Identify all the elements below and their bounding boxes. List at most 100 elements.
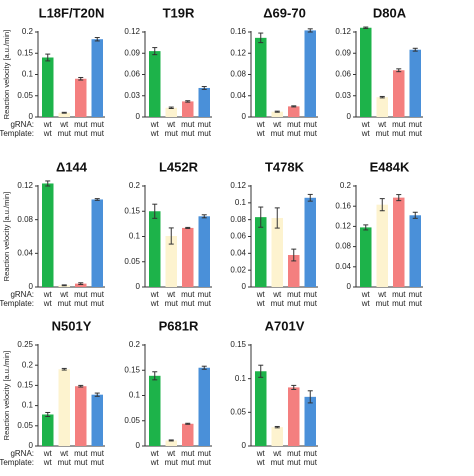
bar-mut-mut [182,227,194,287]
bar-mut-mut [91,199,103,287]
category-label-template: mut [287,299,301,308]
y-tick-label: 0.03 [124,91,140,100]
category-label-template: mut [271,299,285,308]
y-tick-label: 0.02 [230,265,246,274]
bar-wt-wt [149,375,161,446]
category-label-grna: wt [43,290,53,299]
category-label-template: mut [304,129,318,138]
category-label-template: wt [150,458,160,467]
category-label-template: mut [165,299,179,308]
category-label-template: mut [91,458,105,467]
y-tick-label: 0.06 [124,70,140,79]
row-label-grna: gRNA: [10,449,34,458]
y-tick-label: 0.12 [335,27,351,36]
category-label-template: mut [376,129,390,138]
category-label-template: wt [43,299,53,308]
y-tick-label: 0.06 [335,70,351,79]
y-tick-label: 0.16 [335,201,351,210]
category-label-grna: wt [256,120,266,129]
bar-wt-wt [149,51,161,117]
category-label-grna: wt [166,449,176,458]
bar-mut-mut [409,215,421,287]
row-label-grna: gRNA: [10,120,34,129]
y-tick-label: 0.03 [335,91,351,100]
bar-mut-mut [182,101,194,117]
bar-mut-mut [409,49,421,118]
y-tick-label: 0.06 [230,232,246,241]
category-label-template: mut [91,129,105,138]
y-tick-label: 0.04 [17,248,33,257]
y-tick-label: 0 [242,112,247,121]
category-label-template: wt [43,129,53,138]
category-label-template: wt [150,299,160,308]
y-tick-label: 0.15 [17,48,33,57]
y-tick-label: 0.2 [340,181,352,190]
category-label-grna: wt [272,290,282,299]
category-label-template: wt [256,458,266,467]
category-label-grna: mut [287,120,301,129]
y-tick-label: 0.08 [230,70,246,79]
category-label-template: mut [165,458,179,467]
category-label-grna: wt [361,290,371,299]
category-label-grna: mut [74,290,88,299]
category-label-template: mut [165,129,179,138]
category-label-grna: mut [304,290,318,299]
category-label-grna: mut [91,449,105,458]
bar-wt-wt [42,183,54,287]
bar-wt-wt [255,217,267,287]
category-label-grna: wt [166,120,176,129]
y-tick-label: 0.1 [235,374,247,383]
category-label-grna: wt [43,449,53,458]
y-tick-label: 0.05 [230,407,246,416]
category-label-template: mut [91,299,105,308]
category-label-template: mut [74,299,88,308]
panel-title: N501Y [52,318,92,333]
panel-title: L18F/T20N [39,5,105,20]
y-axis-label: Reaction velocity [a.u./min] [2,192,11,282]
bar-wt-mut [165,107,177,117]
panel-title: A701V [265,318,305,333]
bar-wt-wt [149,211,161,287]
y-tick-label: 0.25 [17,340,33,349]
category-label-grna: mut [409,120,423,129]
y-tick-label: 0.1 [235,198,247,207]
bar-mut-mut [198,87,210,117]
bar-mut-mut [198,367,210,446]
y-tick-label: 0.05 [17,421,33,430]
bar-mut-mut [288,255,300,287]
category-label-grna: mut [409,290,423,299]
category-label-template: mut [74,458,88,467]
category-label-template: mut [74,129,88,138]
panel-title: Δ144 [56,159,88,174]
category-label-grna: wt [59,290,69,299]
category-label-grna: mut [74,120,88,129]
category-label-grna: mut [198,120,212,129]
row-label-template: Template: [0,458,34,467]
y-tick-label: 0.15 [230,340,246,349]
category-label-template: wt [361,299,371,308]
bar-wt-mut [376,204,388,287]
category-label-grna: mut [304,449,318,458]
bar-mut-mut [182,423,194,446]
panel-title: D80A [373,5,407,20]
category-label-template: mut [304,458,318,467]
category-label-grna: wt [59,449,69,458]
category-label-template: mut [392,299,406,308]
category-label-template: mut [287,458,301,467]
category-label-template: wt [361,129,371,138]
category-label-template: mut [58,299,72,308]
category-label-template: wt [150,129,160,138]
y-tick-label: 0.2 [129,181,141,190]
y-tick-label: 0.04 [230,248,246,257]
category-label-grna: mut [392,120,406,129]
category-label-grna: mut [181,120,195,129]
y-tick-label: 0.15 [124,206,140,215]
bar-wt-mut [376,97,388,117]
y-tick-label: 0.05 [124,257,140,266]
y-tick-label: 0 [29,112,34,121]
y-tick-label: 0 [242,441,247,450]
category-label-grna: mut [198,290,212,299]
y-tick-label: 0.12 [230,48,246,57]
row-label-template: Template: [0,299,34,308]
